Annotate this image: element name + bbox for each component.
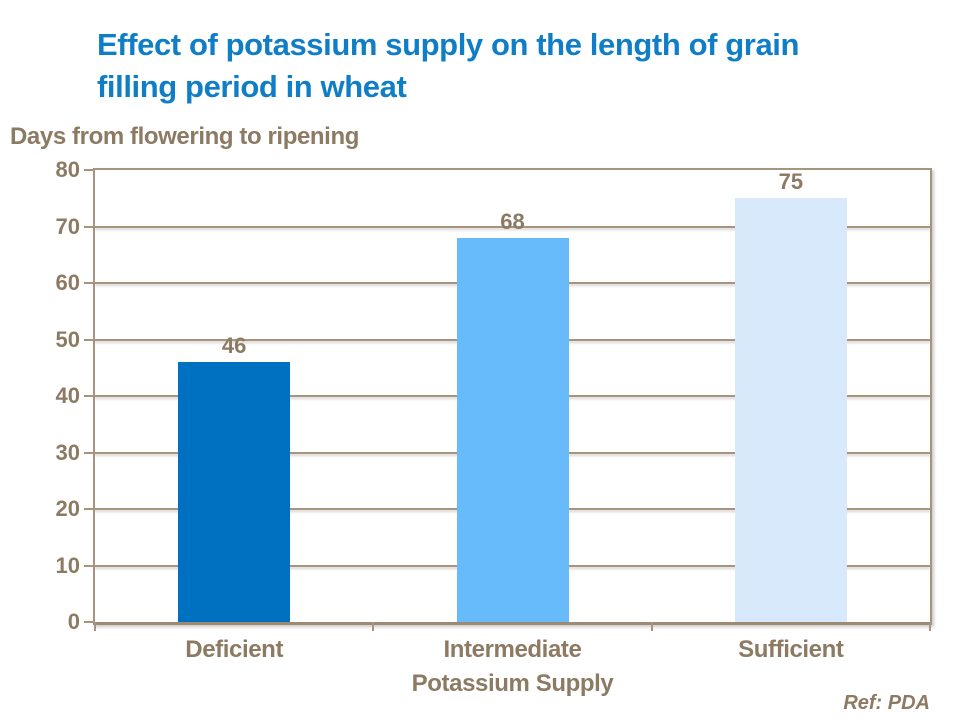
y-tick-mark [84,282,93,284]
y-tick-label: 80 [55,157,80,182]
bar-value-label: 46 [221,333,247,359]
x-tick-mark [650,622,653,631]
y-tick-label: 30 [55,439,80,465]
x-tick-mark [929,622,931,631]
gridline [95,225,930,228]
y-tick-label: 20 [55,496,80,521]
y-tick-label: 0 [67,609,80,634]
chart-title: Effect of potassium supply on the length… [97,24,887,108]
bar-sufficient [734,198,847,622]
y-axis-title: Days from flowering to ripening [10,123,359,150]
x-category-label: Sufficient [738,636,844,663]
y-tick-mark [84,169,93,171]
x-category-label: Deficient [185,636,284,663]
bar-intermediate [456,237,569,622]
reference-note: Ref: PDA [843,692,930,714]
x-tick-mark [372,622,375,631]
x-axis-title: Potassium Supply [411,670,614,697]
y-tick-mark [84,451,93,454]
y-tick-label: 50 [55,326,80,352]
y-tick-mark [84,225,93,228]
y-tick-mark [84,338,93,341]
bar-value-label: 75 [778,169,804,195]
chart-title-line-1: Effect of potassium supply on the length… [97,27,800,62]
y-tick-mark [84,508,93,510]
y-tick-label: 40 [55,383,80,408]
chart-title-line-2: filling period in wheat [97,69,407,104]
bar-deficient [178,362,291,622]
y-tick-mark [84,395,93,397]
plot-area: 46 68 75 [93,168,932,625]
x-category-label: Intermediate [443,636,582,663]
y-tick-mark [84,564,93,567]
x-tick-mark [94,622,96,631]
bar-value-label: 68 [500,208,525,234]
y-tick-label: 10 [55,552,80,578]
y-tick-label: 60 [55,270,80,295]
y-tick-mark [84,621,93,623]
y-tick-label: 70 [55,213,80,239]
